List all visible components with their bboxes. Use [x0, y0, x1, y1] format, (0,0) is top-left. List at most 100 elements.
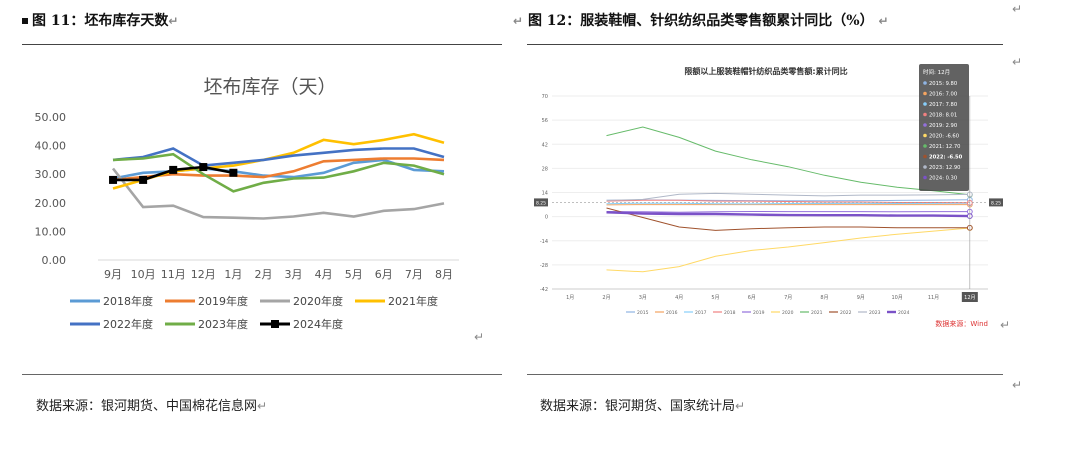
left-chart-panel: 坯布库存（天） 0.00 10.00 20.00 30.00 40.00 50.00 9月…: [22, 48, 502, 360]
left-legend-label: 2022年度: [103, 317, 153, 331]
right-legend-label: 2015: [637, 310, 649, 316]
right-y-tick-label: 14: [542, 191, 548, 197]
left-series-point: [229, 168, 238, 177]
right-series-line: [606, 210, 970, 213]
right-source-text: 数据来源：银河期货、国家统计局: [540, 399, 736, 414]
right-legend-label: 2023: [869, 310, 881, 316]
left-series-point: [139, 175, 148, 184]
return-mark-icon: ↵: [257, 399, 268, 413]
left-y-tick-label: 0.00: [42, 254, 67, 267]
right-tooltip-swatch: [923, 91, 927, 96]
right-series-line: [606, 207, 970, 231]
left-legend-label: 2019年度: [198, 294, 248, 308]
right-legend-label: 2017: [695, 310, 707, 316]
right-tooltip-swatch: [923, 144, 927, 148]
return-mark-icon: ↵: [1012, 378, 1023, 392]
right-y-tick-label: -42: [540, 287, 548, 293]
left-source-text: 数据来源：银河期货、中国棉花信息网: [36, 399, 258, 414]
right-series-line: [606, 126, 970, 196]
left-x-tick-label: 7月: [405, 268, 423, 281]
return-mark-icon: ↵: [1000, 318, 1011, 332]
right-y-tick-label: -28: [540, 263, 548, 269]
right-y-tick-label: 0: [545, 215, 548, 221]
left-series-line: [112, 157, 445, 182]
right-x-tick-label: 3月: [639, 295, 647, 301]
right-tooltip-row: 2023: 12.90: [929, 165, 960, 171]
left-bottom-rule: [22, 374, 502, 375]
left-x-tick-label: 1月: [224, 268, 242, 281]
return-mark-icon: ↵: [513, 14, 524, 28]
right-tooltip-row: 2015: 9.80: [929, 81, 957, 87]
left-legend-label: 2018年度: [103, 294, 153, 308]
left-series-point: [169, 165, 178, 174]
left-line-chart: 坯布库存（天） 0.00 10.00 20.00 30.00 40.00 50.00 9月…: [35, 76, 459, 331]
right-x-tick-label: 7月: [784, 295, 792, 301]
left-y-tick-label: 10.00: [35, 225, 67, 238]
right-tooltip-swatch: [923, 154, 927, 159]
left-legend-label: 2020年度: [293, 294, 343, 308]
left-source: 数据来源：银河期货、中国棉花信息网↵: [36, 395, 267, 414]
right-tooltip-swatch: [923, 123, 927, 127]
left-top-rule: [22, 44, 502, 45]
left-x-tick-label: 11月: [161, 268, 186, 281]
left-y-tick-label: 20.00: [35, 197, 67, 210]
right-x-tick-label: 9月: [857, 295, 865, 301]
right-figure-title-text: 图 12：服装鞋帽、针织纺织品类零售额累计同比（%）: [527, 13, 874, 29]
right-y-tick-label: 28: [542, 166, 548, 172]
left-legend-marker: [271, 320, 279, 328]
return-mark-icon: ↵: [1012, 55, 1023, 69]
right-x-tick-label: 11月: [928, 295, 939, 301]
right-legend-label: 2022: [840, 310, 852, 316]
right-tooltip-swatch: [923, 112, 927, 117]
right-legend-label: 2020: [782, 310, 794, 316]
wind-source-note: 数据来源：Wind: [935, 319, 988, 328]
left-chart-title: 坯布库存（天）: [203, 76, 336, 98]
right-top-rule: [527, 44, 1003, 45]
left-x-tick-label: 4月: [315, 268, 333, 281]
right-x-tick-label: 4月: [675, 295, 683, 301]
right-y-tick-label: 70: [542, 94, 548, 100]
left-x-tick-label: 5月: [345, 268, 363, 281]
right-tooltip-row: 2017: 7.80: [929, 102, 957, 108]
right-tooltip-swatch: [923, 175, 927, 180]
right-tooltip-swatch: [923, 133, 927, 138]
left-x-tick-label: 2月: [254, 268, 272, 281]
right-tooltip-row: 2019: 2.90: [929, 123, 957, 129]
right-y-marker-right-box: [989, 198, 1003, 207]
right-series-line: [606, 192, 970, 201]
return-mark-icon: ↵: [735, 399, 746, 413]
bullet-square-icon: [22, 18, 28, 24]
right-y-marker-left: 8.25: [536, 200, 546, 206]
right-chart-title: 限额以上服装鞋帽针纺织品类零售额:累计同比: [684, 66, 847, 76]
right-legend-label: 2021: [811, 310, 823, 316]
right-x-marker: 12月: [964, 295, 975, 301]
right-tooltip-swatch: [923, 102, 927, 106]
right-tooltip-box: [919, 64, 969, 191]
right-tooltip-row: 2022: -6.50: [929, 155, 963, 161]
right-figure-title: ↵ 图 12：服装鞋帽、针织纺织品类零售额累计同比（%） ↵: [513, 10, 889, 30]
right-tooltip-row: 2020: -6.60: [929, 134, 959, 140]
right-chart-panel: 限额以上服装鞋帽针纺织品类零售额:累计同比 70 56 42 28 14 0 -14 -28 -…: [530, 52, 1005, 334]
left-x-tick-label: 6月: [375, 268, 393, 281]
return-mark-icon: ↵: [1012, 2, 1023, 16]
left-legend-label: 2024年度: [293, 317, 343, 331]
right-x-tick-label: 10月: [891, 295, 902, 301]
left-figure-title-text: 图 11：坯布库存天数: [32, 13, 169, 29]
left-series-line: [111, 167, 445, 220]
right-y-tick-label: 42: [542, 142, 548, 148]
right-x-marker-box: [961, 292, 978, 302]
right-x-tick-label: 1月: [566, 295, 574, 301]
right-x-tick-label: 5月: [711, 295, 719, 301]
right-series-line: [606, 211, 970, 218]
right-source: 数据来源：银河期货、国家统计局↵: [540, 395, 745, 414]
left-x-tick-label: 8月: [435, 268, 453, 281]
right-legend-label: 2024: [898, 310, 910, 316]
left-x-tick-label: 10月: [131, 268, 156, 281]
left-series-line: [112, 152, 445, 193]
right-series-line: [606, 227, 970, 273]
right-line-chart: 限额以上服装鞋帽针纺织品类零售额:累计同比 70 56 42 28 14 0 -14 -28 -…: [534, 64, 1003, 328]
left-x-tick-label: 3月: [285, 268, 303, 281]
right-x-tick-label: 2月: [602, 295, 610, 301]
right-tooltip-swatch: [923, 81, 927, 85]
right-tooltip-row: 2018: 8.01: [929, 113, 957, 119]
